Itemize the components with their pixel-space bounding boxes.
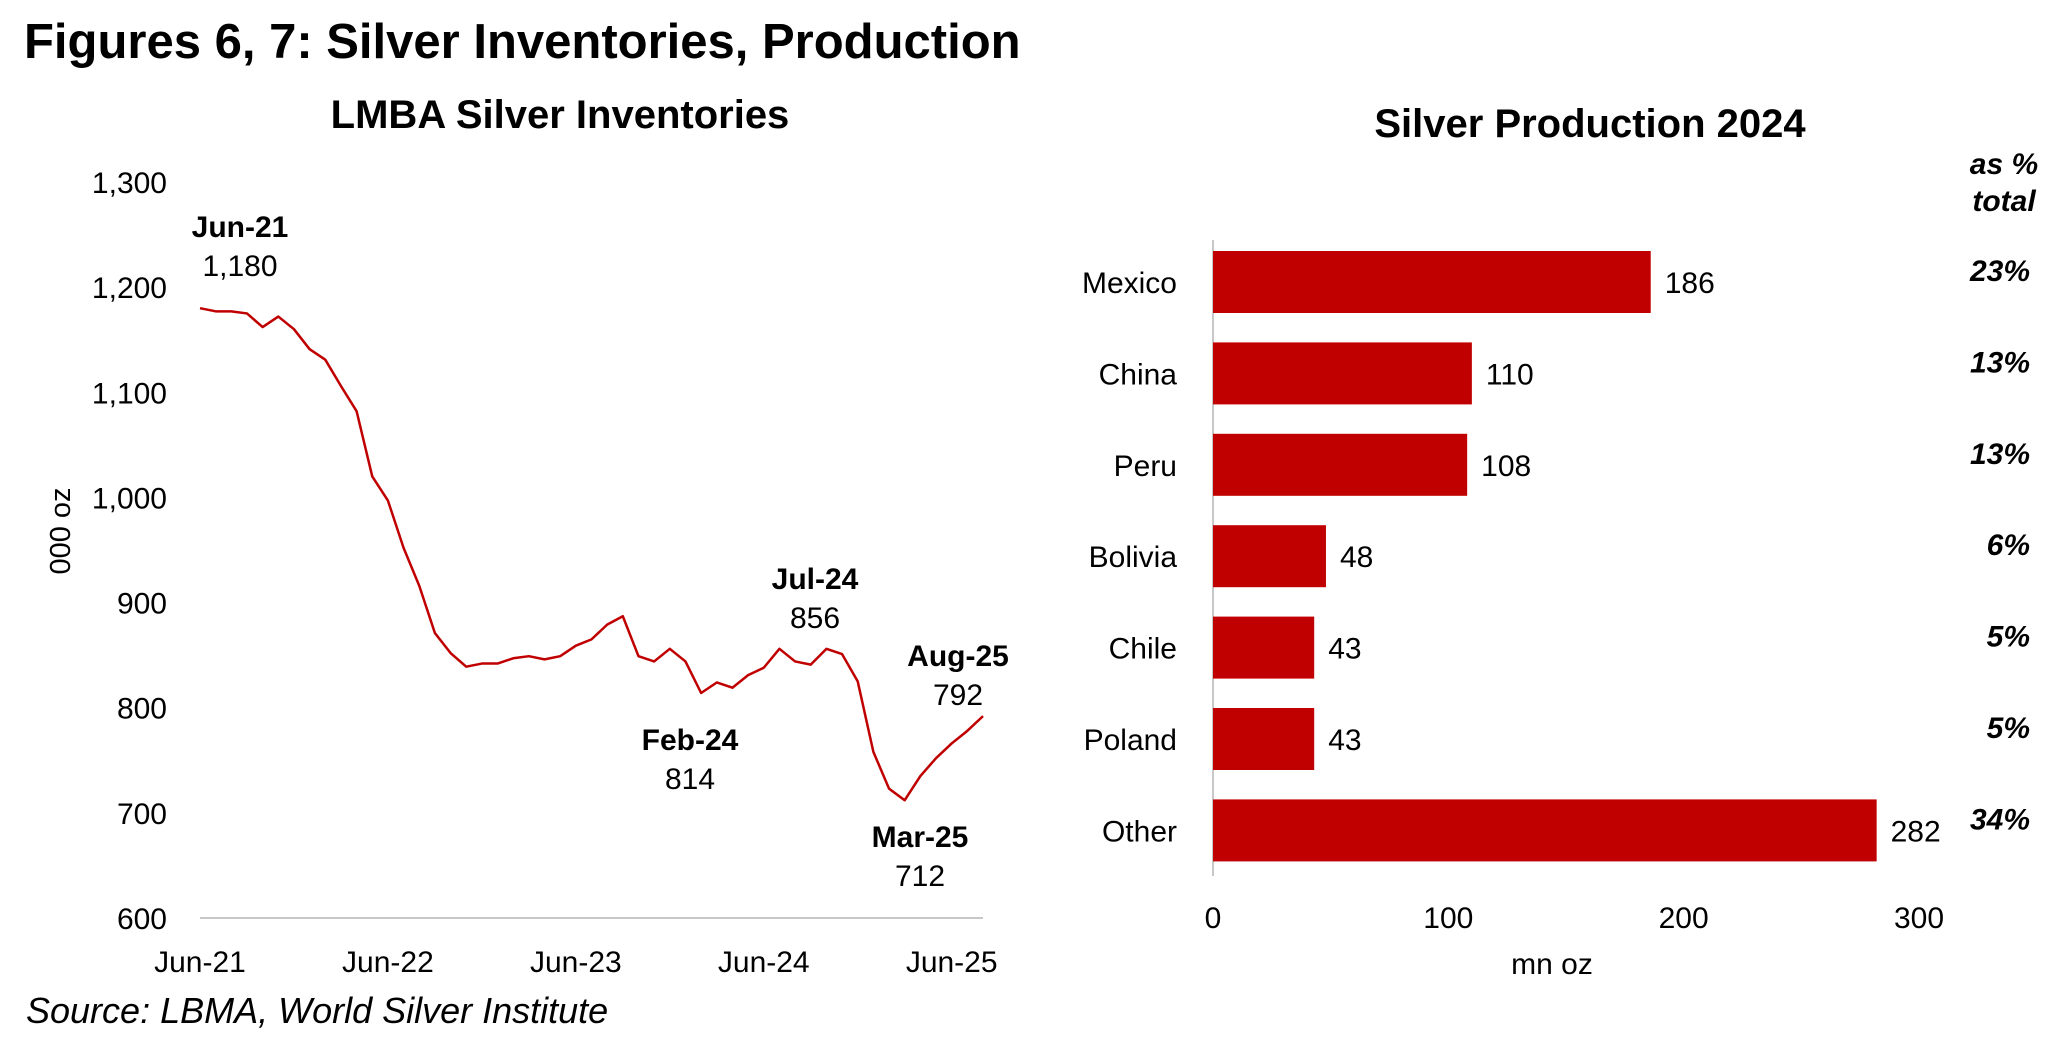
share-label: 13% (1970, 438, 2030, 471)
annotation-value: 856 (790, 602, 840, 635)
bar-chile (1213, 616, 1315, 679)
category-label: Bolivia (1089, 541, 1178, 574)
share-label: 5% (1987, 712, 2030, 745)
y-tick-label: 600 (117, 903, 167, 936)
annotation-date: Jul-24 (772, 563, 859, 596)
category-label: Peru (1114, 450, 1177, 483)
figure-title: Figures 6, 7: Silver Inventories, Produc… (24, 15, 1021, 69)
bar-value-label: 43 (1328, 633, 1361, 666)
category-label: Other (1102, 815, 1177, 848)
line-chart-y-ticks: 600 700 800 900 1,000 1,100 1,200 1,300 (92, 167, 167, 936)
x-tick-label: 300 (1894, 902, 1944, 935)
share-label: 23% (1969, 255, 2030, 288)
x-tick-label: 0 (1205, 902, 1222, 935)
bar-poland (1213, 708, 1315, 770)
bar-chart-title: Silver Production 2024 (1374, 102, 1806, 146)
bar-value-label: 43 (1328, 724, 1361, 757)
bar-peru (1213, 433, 1468, 496)
annotation-date: Feb-24 (642, 724, 739, 757)
x-tick-label: Jun-25 (906, 946, 998, 979)
bar-value-label: 186 (1665, 267, 1715, 300)
annotation-date: Aug-25 (907, 640, 1009, 673)
share-label: 5% (1987, 621, 2030, 654)
x-tick-label: Jun-21 (154, 946, 246, 979)
share-header-total: total (1972, 185, 2036, 218)
bar-value-label: 48 (1340, 541, 1373, 574)
bar-mexico (1213, 251, 1651, 313)
bar-chart-x-ticks: 0 100 200 300 (1205, 902, 1944, 935)
line-series-inventories (199, 306, 984, 802)
annotation-value: 792 (933, 679, 983, 712)
y-tick-label: 1,100 (92, 377, 167, 410)
category-label: Chile (1109, 633, 1177, 666)
line-chart-title: LMBA Silver Inventories (331, 93, 790, 137)
line-chart-x-ticks: Jun-21 Jun-22 Jun-23 Jun-24 Jun-25 (154, 946, 997, 979)
bar-value-label: 108 (1481, 450, 1531, 483)
line-chart-annotations: Jun-21 1,180 Feb-24 814 Jul-24 856 Mar-25 712 Au… (192, 211, 1009, 893)
share-label: 6% (1987, 529, 2030, 562)
bar-value-label: 110 (1486, 358, 1534, 391)
bar-chart-x-axis-label: mn oz (1511, 948, 1593, 981)
bar-other (1213, 799, 1877, 862)
category-label: Poland (1084, 724, 1177, 757)
y-tick-label: 800 (117, 693, 167, 726)
annotation-date: Jun-21 (192, 211, 289, 244)
bar-chart: Silver Production 2024 as % total Mexico… (1082, 102, 2038, 981)
share-label: 34% (1970, 803, 2030, 836)
annotation-value: 814 (665, 763, 715, 796)
bar-bolivia (1213, 525, 1326, 588)
line-chart-y-axis-label: 000 oz (45, 487, 77, 574)
source-note: Source: LBMA, World Silver Institute (26, 990, 609, 1031)
share-label: 13% (1970, 346, 2030, 379)
bar-chart-bars: Mexico 186 23% China 110 13% Peru 108 13% Bolivia… (1082, 251, 2030, 862)
annotation-value: 712 (895, 860, 945, 893)
category-label: Mexico (1082, 267, 1177, 300)
y-tick-label: 1,000 (92, 482, 167, 515)
y-tick-label: 900 (117, 588, 167, 621)
x-tick-label: 200 (1659, 902, 1709, 935)
y-tick-label: 1,200 (92, 272, 167, 305)
annotation-value: 1,180 (202, 250, 277, 283)
line-chart: LMBA Silver Inventories 000 oz 600 700 800… (45, 93, 1009, 979)
y-tick-label: 1,300 (92, 167, 167, 200)
y-tick-label: 700 (117, 798, 167, 831)
x-tick-label: Jun-24 (718, 946, 810, 979)
x-tick-label: 100 (1423, 902, 1473, 935)
category-label: China (1099, 358, 1178, 391)
annotation-date: Mar-25 (872, 821, 969, 854)
share-header: as % (1970, 148, 2038, 181)
x-tick-label: Jun-23 (530, 946, 622, 979)
x-tick-label: Jun-22 (342, 946, 434, 979)
bar-value-label: 282 (1891, 815, 1941, 848)
bar-china (1213, 342, 1472, 405)
